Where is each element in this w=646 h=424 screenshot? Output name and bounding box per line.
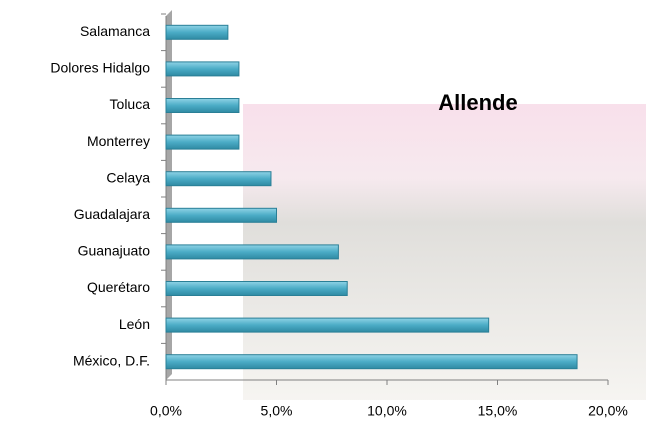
x-tick-label: 10,0%	[367, 403, 407, 419]
bar	[165, 281, 348, 296]
y-tick-label: Guadalajara	[74, 206, 150, 222]
bar	[165, 317, 490, 333]
y-tick-label: León	[119, 316, 150, 332]
x-tick-label: 20,0%	[588, 403, 628, 419]
y-tick-label: Toluca	[110, 96, 151, 112]
y-tick-label: Monterrey	[87, 133, 150, 149]
bar	[165, 61, 240, 77]
bar	[165, 354, 578, 370]
bar	[165, 134, 240, 150]
y-tick-label: Querétaro	[87, 279, 150, 295]
bar	[165, 244, 339, 260]
x-tick-label: 0,0%	[150, 403, 182, 419]
y-tick-label: Celaya	[106, 169, 150, 185]
bar	[165, 207, 277, 223]
bar	[165, 24, 229, 40]
y-tick-label: Dolores Hidalgo	[50, 60, 150, 76]
y-tick-label: México, D.F.	[73, 352, 150, 368]
x-tick-label: 15,0%	[478, 403, 518, 419]
y-tick-label: Salamanca	[80, 23, 150, 39]
y-tick-label: Guanajuato	[78, 243, 151, 259]
bar	[165, 98, 240, 113]
bar	[165, 171, 272, 187]
chart-title: Allende	[438, 90, 517, 115]
x-tick-label: 5,0%	[261, 403, 293, 419]
